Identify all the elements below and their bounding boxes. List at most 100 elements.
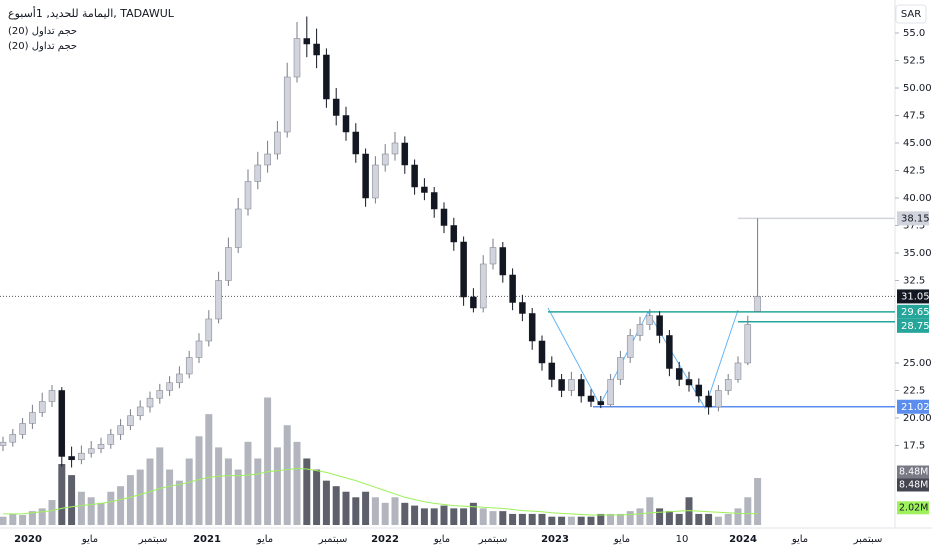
price-label: 38.15 (901, 213, 930, 224)
price-label-box (897, 318, 929, 333)
volume-bar (254, 458, 262, 525)
x-tick-label: مايو (256, 534, 273, 545)
candle-body (205, 318, 213, 342)
volume-label: 8.48M (899, 479, 928, 490)
volume-bar (283, 425, 291, 525)
volume-bar (156, 447, 164, 525)
candle-body (185, 357, 193, 375)
currency-box[interactable] (895, 4, 927, 24)
x-tick-label: سبتمبر (478, 534, 508, 545)
y-tick-label: 22.5 (903, 385, 925, 396)
volume-bar (616, 513, 624, 525)
volume-bar (175, 480, 183, 525)
volume-bar (528, 513, 536, 525)
volume-bar (264, 397, 272, 525)
volume-bar (136, 469, 144, 525)
volume-bar (273, 447, 281, 525)
volume-bar (636, 508, 644, 525)
volume-bar (215, 447, 223, 525)
candle-body (734, 362, 742, 380)
candle-body (372, 164, 379, 199)
volume-bar (77, 491, 85, 525)
volume-bar (313, 469, 321, 525)
x-tick-label: 2021 (193, 534, 221, 545)
volume-bar (489, 511, 497, 525)
candle-body (381, 153, 389, 166)
volume-bar (577, 516, 585, 525)
x-tick-label: مايو (613, 534, 630, 545)
candle-body (323, 54, 330, 100)
y-tick-label: 17.5 (903, 440, 925, 451)
candle-body (117, 425, 124, 435)
candle-body (58, 390, 66, 457)
currency[interactable]: SAR (901, 9, 921, 20)
volume-bar (587, 516, 595, 525)
candle-body (430, 192, 438, 210)
volume-bar (420, 508, 428, 525)
y-tick-label: 20.00 (903, 413, 932, 424)
candle-body (0, 441, 7, 446)
volume-bar (362, 491, 370, 525)
candle-body (479, 263, 487, 309)
volume-bar (411, 505, 419, 525)
volume-bar (107, 491, 115, 525)
candle-body (656, 315, 663, 336)
candle-body (244, 181, 252, 210)
x-tick-label: مايو (433, 534, 450, 545)
candle-body (724, 379, 732, 391)
volume-bar (646, 497, 654, 525)
volume-bar (450, 508, 458, 525)
candle-body (352, 131, 360, 155)
price-label-box (897, 211, 929, 226)
x-tick-label: سبتمبر (318, 534, 348, 545)
volume-bar (518, 513, 526, 525)
price-label: 28.75 (901, 321, 930, 332)
candle-body (29, 412, 36, 424)
volume-bar (342, 491, 350, 525)
y-tick-label: 55.0 (903, 28, 925, 39)
volume-bar (607, 513, 615, 525)
volume-bar (126, 475, 134, 525)
volume-label: 8.48M (899, 466, 928, 477)
candle-body (646, 315, 654, 325)
candle-body (332, 98, 340, 116)
candle-body (754, 296, 761, 312)
volume-bar (224, 458, 232, 525)
volume-bar (381, 502, 389, 525)
price-label: 31.05 (901, 291, 930, 302)
candle-body (489, 247, 497, 265)
y-tick-label: 50.00 (903, 83, 932, 94)
volume-bar (391, 497, 399, 525)
candle-body (274, 131, 281, 155)
x-tick-label: مايو (81, 534, 98, 545)
candle-body (440, 208, 448, 226)
candle-body (695, 384, 703, 397)
candle-body (313, 43, 320, 56)
candle-body (587, 395, 595, 402)
x-tick-label: 10 (676, 534, 689, 545)
candle-body (234, 208, 242, 248)
x-tick-label: 2024 (729, 534, 757, 545)
volume-bar (460, 508, 468, 525)
volume-bar (509, 513, 517, 525)
x-tick-label: 2020 (14, 534, 42, 545)
candle-body (577, 379, 585, 397)
volume-bar (234, 469, 242, 525)
y-tick-label: 32.5 (903, 275, 925, 286)
candle-body (411, 164, 418, 188)
volume-bar (371, 497, 379, 525)
candle-body (254, 164, 262, 182)
chart-title: اليمامة للحديد, 1أسبوع, TADAWUL (8, 6, 175, 20)
candle-body (450, 225, 458, 243)
volume-bar (303, 458, 311, 525)
x-tick-label: 2023 (541, 534, 569, 545)
candle-body (568, 379, 575, 391)
volume-bar (724, 513, 732, 525)
candle-body (509, 274, 516, 303)
candle-body (744, 324, 752, 364)
volume-bar (567, 516, 575, 525)
volume-bar (401, 502, 409, 525)
volume-bar (626, 511, 634, 525)
volume-bar (28, 511, 36, 525)
y-tick-label: 52.5 (903, 55, 925, 66)
